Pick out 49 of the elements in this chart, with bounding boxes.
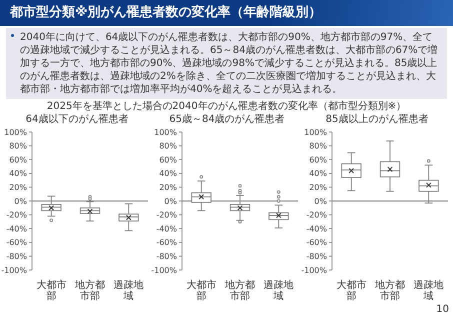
x-tick-label: 地方都市部 bbox=[74, 280, 106, 302]
y-tick-label: -100% bbox=[1, 266, 28, 275]
y-tick-label: -40% bbox=[306, 224, 328, 234]
y-tick-label: 0% bbox=[164, 196, 178, 206]
text: 都市型分類※別がん罹患者数の変化率（年齢階級別） bbox=[0, 0, 453, 26]
x-tick-label: 過疎地域 bbox=[112, 280, 145, 302]
y-tick-label: 60% bbox=[159, 155, 178, 164]
x-tick-label: 大都市部 bbox=[335, 280, 368, 302]
x-tick-label: 過疎地域 bbox=[412, 280, 445, 302]
y-tick-label: 20% bbox=[309, 183, 328, 192]
y-tick-label: 100% bbox=[154, 128, 178, 137]
y-tick-label: -20% bbox=[156, 210, 178, 220]
y-tick-label: 60% bbox=[309, 155, 328, 164]
y-tick-label: 100% bbox=[304, 128, 328, 137]
y-tick-label: -20% bbox=[306, 210, 328, 220]
text: 2040年に向けて、64歳以下のがん罹患者数は、大都市部の90%、地方都市部の97%、全ての過疎地域で減少することが見込まれる。65～84歳のがん罹患者数は、大都市部の67%で増加する一方で、地方都市部の90%、過疎地域の98%で減少することが見込まれる。85歳以上のがん罹患者数は、過疎地域の2%を除き、全ての二次医療圏で増加することが見込まれ、大都市部・地方都市部では増加率平均が40%を超えることが見込まれる。 bbox=[6, 28, 447, 99]
y-tick-label: 40% bbox=[309, 169, 328, 178]
x-tick-label: 過疎地域 bbox=[262, 280, 295, 302]
y-tick-label: 80% bbox=[309, 142, 328, 151]
y-tick-label: 20% bbox=[9, 183, 28, 192]
x-tick-label: 地方都市部 bbox=[224, 280, 256, 302]
y-tick-label: -60% bbox=[306, 238, 328, 248]
y-tick-label: 80% bbox=[159, 142, 178, 151]
y-tick-label: -40% bbox=[6, 224, 28, 234]
text: 10 bbox=[436, 304, 449, 316]
chart-title: 85歳以上のがん罹患者 bbox=[324, 114, 430, 126]
y-tick-label: -40% bbox=[156, 224, 178, 234]
y-tick-label: 40% bbox=[9, 169, 28, 178]
y-tick-label: -60% bbox=[156, 238, 178, 248]
y-tick-label: 80% bbox=[9, 142, 28, 151]
y-tick-label: 100% bbox=[4, 128, 28, 137]
y-tick-label: -100% bbox=[151, 266, 178, 275]
y-tick-label: 60% bbox=[9, 155, 28, 164]
chart-title: 65歳～84歳のがん罹患者 bbox=[168, 114, 286, 126]
y-tick-label: 0% bbox=[314, 196, 328, 206]
y-tick-label: -100% bbox=[301, 266, 328, 275]
y-tick-label: 20% bbox=[159, 183, 178, 192]
x-tick-label: 地方都市部 bbox=[374, 280, 406, 302]
y-tick-label: -80% bbox=[6, 252, 28, 261]
text: 2025年を基準とした場合の2040年のがん罹患者数の変化率（都市型分類別※） bbox=[46, 101, 408, 113]
y-tick-label: -80% bbox=[156, 252, 178, 261]
y-tick-label: 0% bbox=[14, 196, 28, 206]
x-tick-label: 大都市部 bbox=[35, 280, 68, 302]
y-tick-label: 40% bbox=[159, 169, 178, 178]
chart-title: 64歳以下のがん罹患者 bbox=[24, 114, 130, 126]
y-tick-label: -80% bbox=[306, 252, 328, 261]
x-tick-label: 大都市部 bbox=[185, 280, 218, 302]
y-tick-label: -20% bbox=[6, 210, 28, 220]
y-tick-label: -60% bbox=[6, 238, 28, 248]
